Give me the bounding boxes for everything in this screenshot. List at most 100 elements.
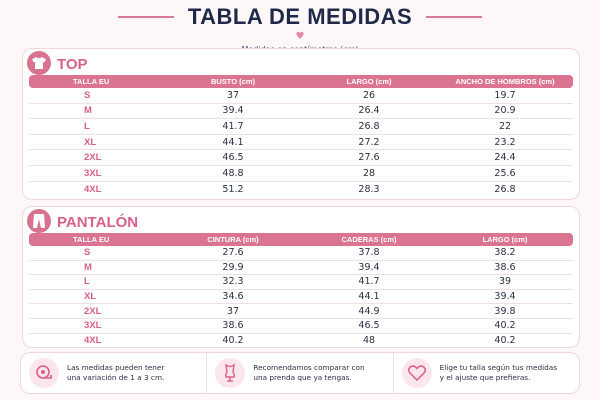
measurement-cell: 39.4 [165,104,301,120]
size-label: 2XL [29,150,165,166]
column-header: CADERAS (cm) [301,233,437,246]
pantalon-size-table: TALLA EU CINTURA (cm) CADERAS (cm) LARGO… [29,233,573,348]
pantalon-section: PANTALÓN TALLA EU CINTURA (cm) CADERAS (… [22,206,580,348]
measurement-cell: 38.6 [165,319,301,334]
heart-icon: ♥ [295,31,305,42]
measurement-cell: 40.2 [494,335,516,347]
measurement-cell: 39.8 [437,304,573,319]
measurement-cell: 39.4 [437,290,573,305]
size-label: 4XL [84,335,102,347]
measurement-cell: 46.5 [165,150,301,166]
table-row: 4XL 51.2 28.3 26.8 [29,182,573,198]
measurement-cell: 38.2 [437,246,573,261]
measuring-tape-icon [29,358,59,388]
tip-line: Elige tu talla según tus medidas [439,363,558,372]
tip-item: Las medidas pueden tener una variación d… [21,353,206,393]
column-header: ANCHO DE HOMBROS (cm) [437,75,573,88]
table-row: M 39.4 26.4 20.9 [29,104,573,120]
tip-text: Las medidas pueden tener una variación d… [67,363,164,383]
tip-line: una prenda que ya tengas. [253,373,352,382]
table-row: 3XL 38.6 46.5 40.2 [29,319,573,334]
size-label: L [29,275,165,290]
column-header: TALLA EU [29,75,165,88]
page-title: TABLA DE MEDIDAS [187,4,413,29]
measurement-cell: 37.8 [301,246,437,261]
measurement-cell: 29.9 [165,261,301,276]
measurement-cell: 39.4 [301,261,437,276]
top-size-table: TALLA EU BUSTO (cm) LARGO (cm) ANCHO DE … [29,75,573,197]
top-section-title: TOP [57,55,88,73]
measurement-cell: 51.2 [222,183,244,195]
tip-item: Elige tu talla según tus medidas y el aj… [392,353,579,393]
size-label: 3XL [29,319,165,334]
measurement-cell: 19.7 [437,88,573,104]
title-divider-left [117,16,174,18]
dress-form-icon [215,358,246,388]
table-row: 4XL 40.2 48 40.2 [29,334,573,349]
measurement-cell: 27.2 [301,135,437,151]
measurement-cell: 41.7 [165,119,301,135]
table-row: M 29.9 39.4 38.6 [29,261,573,276]
table-row: L 32.3 41.7 39 [29,275,573,290]
table-row: S 37 26 19.7 [29,88,573,104]
measurement-cell: 37 [165,88,301,104]
pantalon-table-header: TALLA EU CINTURA (cm) CADERAS (cm) LARGO… [29,233,573,246]
measurement-cell: 44.1 [301,290,437,305]
table-row: 2XL 37 44.9 39.8 [29,304,573,319]
size-label: 3XL [29,166,165,182]
size-label: L [29,119,165,135]
measurement-cell: 26.8 [494,183,516,195]
tip-line: y el ajuste que prefieras. [439,373,531,382]
measurement-cell: 24.4 [437,150,573,166]
measurement-cell: 34.6 [165,290,301,305]
size-label: XL [29,290,165,305]
measurement-cell: 23.2 [437,135,573,151]
measurement-cell: 48.8 [165,166,301,182]
header: TABLA DE MEDIDAS ♥ Medidas en centímetro… [0,4,600,54]
measurement-cell: 28 [301,166,437,182]
measurement-cell: 44.9 [301,304,437,319]
tip-line: una variación de 1 a 3 cm. [67,373,165,382]
measurement-cell: 32.3 [165,275,301,290]
measurement-cell: 27.6 [165,246,301,261]
size-label: S [29,88,165,104]
measurement-cell: 27.6 [301,150,437,166]
measurement-cell: 26.4 [301,104,437,120]
top-table-header: TALLA EU BUSTO (cm) LARGO (cm) ANCHO DE … [29,75,573,88]
size-label: M [29,104,165,120]
measurement-cell: 28.3 [358,183,380,195]
measurement-cell: 20.9 [437,104,573,120]
table-row: 2XL 46.5 27.6 24.4 [29,150,573,166]
pantalon-section-title: PANTALÓN [57,213,139,231]
measurement-cell: 26 [301,88,437,104]
tshirt-icon [27,51,51,75]
column-header: LARGO (cm) [301,75,437,88]
title-row: TABLA DE MEDIDAS [0,4,600,30]
table-row: L 41.7 26.8 22 [29,119,573,135]
measurement-cell: 37 [165,304,301,319]
measurement-cell: 38.6 [437,261,573,276]
top-section-header: TOP [27,51,573,75]
tips-footer: Las medidas pueden tener una variación d… [20,352,580,394]
column-header: CINTURA (cm) [165,233,301,246]
column-header: TALLA EU [29,233,165,246]
size-label: S [29,246,165,261]
title-divider-right [426,16,483,18]
tip-text: Recomendamos comparar con una prenda que… [253,363,364,383]
tip-line: Las medidas pueden tener [67,363,165,372]
measurement-cell: 22 [437,119,573,135]
column-header: LARGO (cm) [437,233,573,246]
measurement-cell: 46.5 [301,319,437,334]
size-label: 4XL [84,183,102,195]
measurement-cell: 48 [362,335,376,347]
tip-line: Recomendamos comparar con [253,363,365,372]
top-section: TOP TALLA EU BUSTO (cm) LARGO (cm) ANCHO… [22,48,580,200]
measurement-cell: 41.7 [301,275,437,290]
measurement-cell: 26.8 [301,119,437,135]
size-label: XL [29,135,165,151]
measurement-cell: 44.1 [165,135,301,151]
pantalon-section-header: PANTALÓN [27,209,573,233]
table-row: XL 44.1 27.2 23.2 [29,135,573,151]
size-label: 2XL [29,304,165,319]
tip-text: Elige tu talla según tus medidas y el aj… [440,363,557,383]
